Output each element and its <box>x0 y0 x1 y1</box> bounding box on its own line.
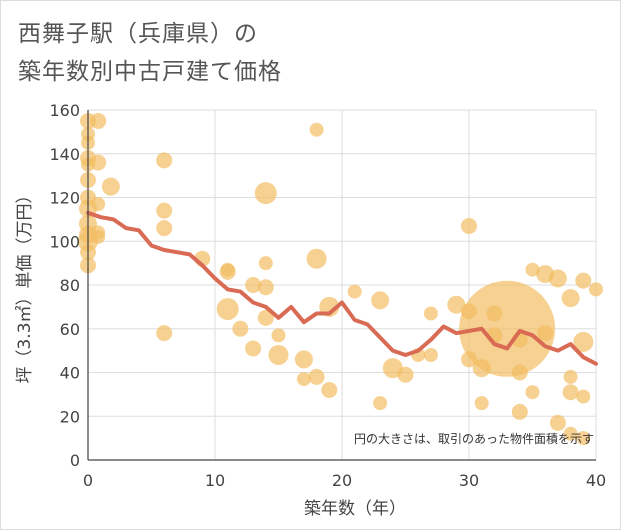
bubble-point <box>549 414 566 431</box>
bubble-point <box>562 384 579 401</box>
x-tick-label: 40 <box>586 471 606 490</box>
bubble-point <box>423 306 438 321</box>
bubble-point <box>257 279 274 296</box>
bubble-point <box>308 368 325 385</box>
trend-line <box>86 210 598 366</box>
bubble-point <box>257 309 274 326</box>
bubble-point <box>525 385 540 400</box>
bubble-point <box>525 262 540 277</box>
bubble-point <box>258 256 273 271</box>
bubble-point <box>321 382 338 398</box>
bubble-point <box>589 282 603 297</box>
bubble-point <box>511 364 528 381</box>
bubble-point <box>156 202 173 219</box>
chart-title-line-1: 西舞子駅（兵庫県）の <box>18 21 258 47</box>
bubble-point <box>474 396 489 411</box>
bubble-point <box>373 396 388 411</box>
bubble-point <box>447 295 466 314</box>
bubble-point <box>294 350 313 369</box>
y-tick-label: 60 <box>60 320 80 339</box>
bubble-point <box>575 272 592 289</box>
bubble-point <box>90 154 107 171</box>
x-axis-label: 築年数（年） <box>304 499 406 519</box>
x-tick-label: 20 <box>332 471 352 490</box>
bubble-point <box>309 122 324 137</box>
bubble-point <box>306 248 327 269</box>
bubble-point <box>219 263 236 280</box>
bubble-point <box>232 320 249 337</box>
bubble-point <box>156 220 173 237</box>
bubble-point <box>268 345 289 365</box>
bubble-point <box>91 229 106 244</box>
bubble-point <box>156 152 173 169</box>
bubble-point <box>101 177 120 196</box>
bubble-point <box>537 325 554 342</box>
bubble-point <box>548 269 567 288</box>
chart-title-line-2: 築年数別中古戸建て価格 <box>18 59 282 85</box>
bubble-point <box>371 291 390 310</box>
bubble-layer <box>78 112 603 446</box>
bubble-point <box>561 289 580 308</box>
y-tick-label: 160 <box>49 101 80 120</box>
y-tick-label: 140 <box>49 145 80 164</box>
bubble-point <box>271 328 286 343</box>
bubble-point <box>347 284 362 299</box>
bubble-point <box>91 197 106 212</box>
bubble-size-note: 円の大きさは、取引のあった物件面積を示す <box>354 431 594 446</box>
y-tick-label: 40 <box>60 364 80 383</box>
bubble-point <box>573 331 594 352</box>
x-tick-label: 30 <box>459 471 479 490</box>
y-tick-label: 20 <box>60 407 80 426</box>
bubble-point <box>296 372 311 387</box>
x-tick-label: 0 <box>83 471 93 490</box>
x-tick-label: 10 <box>205 471 225 490</box>
bubble-point <box>397 366 414 383</box>
bubble-point <box>254 182 277 205</box>
bubble-point <box>245 340 262 357</box>
bubble-point <box>563 426 578 441</box>
bubble-point <box>423 348 438 362</box>
bubble-point <box>576 389 591 404</box>
trend-layer <box>86 210 598 366</box>
y-tick-label: 120 <box>49 189 80 208</box>
bubble-point <box>563 369 578 384</box>
bubble-point <box>216 298 239 321</box>
bubble-point <box>90 112 107 129</box>
bubble-point <box>461 217 477 234</box>
bubble-point <box>156 325 173 342</box>
bubble-point <box>245 277 262 293</box>
bubble-point <box>576 431 591 446</box>
y-tick-label: 80 <box>60 276 80 295</box>
y-axis-label: 坪（3.3㎡）単価（万円） <box>15 186 35 383</box>
y-tick-label: 100 <box>49 232 80 251</box>
bubble-point <box>511 403 528 420</box>
y-tick-label: 0 <box>70 451 80 470</box>
axes: 0 20 40 60 80 100 120 140 160 0 10 20 30 40 <box>49 101 606 490</box>
bubble-point <box>459 280 556 377</box>
